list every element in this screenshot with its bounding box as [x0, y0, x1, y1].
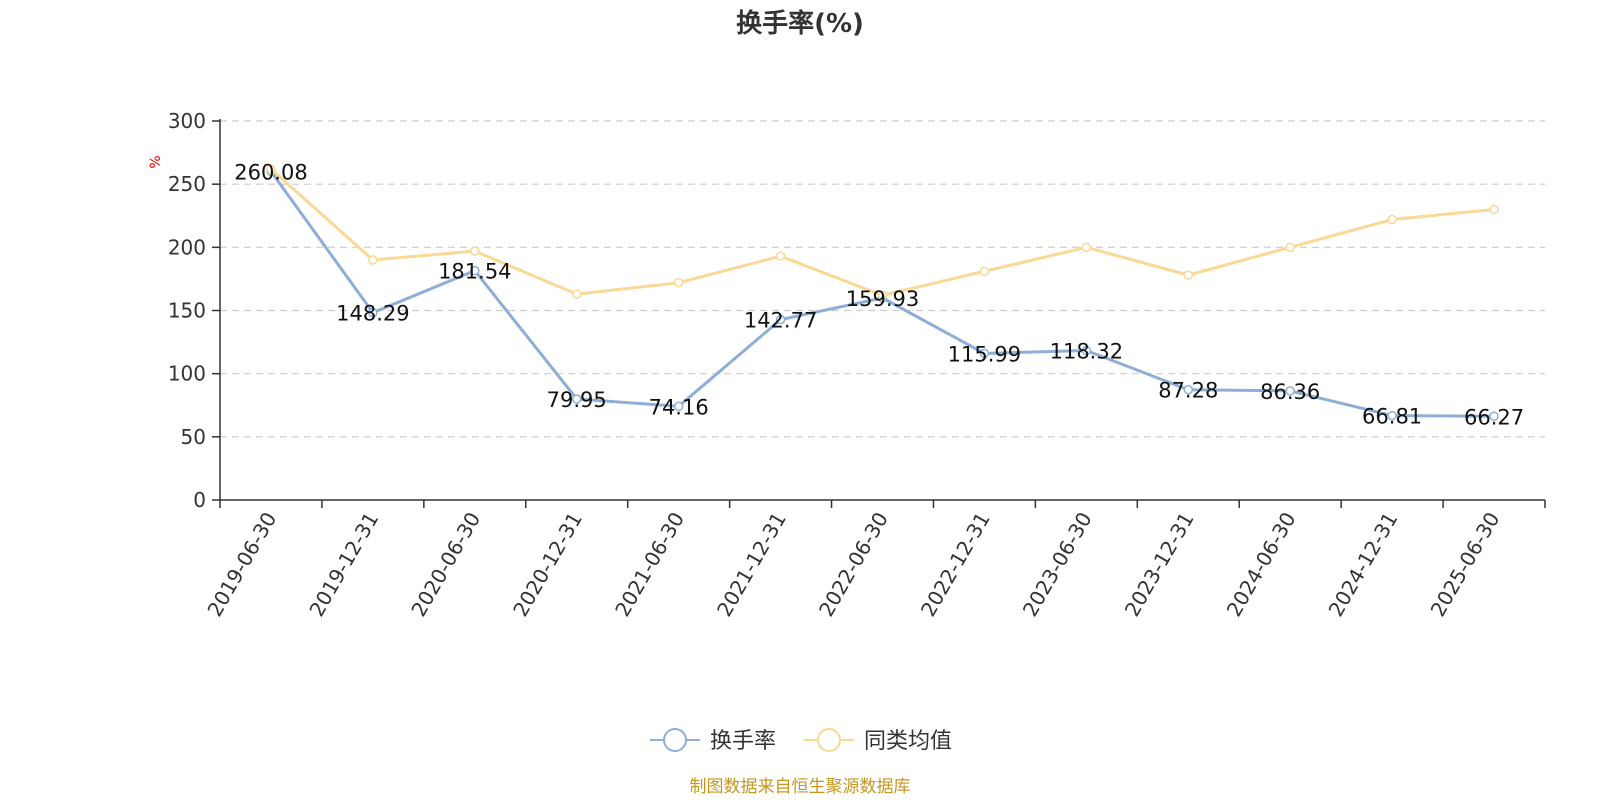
legend: 换手率 同类均值 — [650, 728, 952, 754]
data-point — [571, 289, 582, 299]
data-label: 66.27 — [1464, 405, 1524, 429]
gridlines — [220, 120, 1545, 438]
data-label: 79.95 — [547, 388, 607, 412]
axes: 0 50 100 150 200 250 300 2019-06-30 2019-12-31 20… — [168, 109, 1546, 621]
x-tick-label: 2022-06-30 — [814, 508, 893, 621]
legend-swatch-marker — [663, 728, 687, 752]
data-point — [877, 290, 888, 301]
data-point — [1183, 384, 1194, 395]
legend-swatch-marker — [817, 728, 841, 752]
data-point — [775, 251, 786, 261]
y-tick-label: 300 — [168, 109, 206, 133]
data-label: 115.99 — [948, 342, 1021, 366]
y-tick-label: 50 — [181, 425, 206, 449]
data-point — [368, 307, 378, 318]
y-tick-label: 0 — [193, 488, 206, 512]
legend-label: 同类均值 — [864, 729, 952, 754]
y-tick-label: 250 — [168, 172, 206, 196]
data-label: 159.93 — [846, 287, 919, 311]
x-tick-label: 2020-12-31 — [508, 508, 587, 621]
data-point — [1183, 270, 1194, 280]
chart-title: 换手率(%) — [736, 8, 864, 39]
data-label: 87.28 — [1158, 379, 1218, 403]
y-axis-unit-label: % — [148, 155, 164, 168]
data-point — [1489, 411, 1499, 422]
data-point — [1285, 242, 1295, 253]
x-tick-label: 2021-06-30 — [610, 508, 689, 621]
data-point — [673, 277, 684, 288]
x-tick-label: 2021-12-31 — [712, 508, 791, 621]
data-label: 118.32 — [1050, 340, 1123, 364]
legend-label: 换手率 — [710, 729, 776, 754]
y-tick-label: 150 — [168, 299, 206, 323]
x-tick-label: 2019-12-31 — [304, 508, 383, 621]
x-tick-label: 2024-12-31 — [1324, 508, 1403, 621]
data-point — [266, 164, 276, 174]
x-tick-label: 2020-06-30 — [406, 508, 485, 621]
data-label: 142.77 — [744, 309, 817, 333]
data-point — [368, 255, 378, 265]
data-label: 148.29 — [336, 302, 409, 326]
data-point — [775, 314, 786, 325]
data-label: 66.81 — [1362, 405, 1422, 429]
data-point — [470, 246, 480, 256]
series-lines — [266, 164, 1499, 422]
data-labels: 260.08 148.29 181.54 79.95 74.16 142.77 159.93… — [234, 160, 1524, 429]
data-label: 181.54 — [438, 260, 511, 284]
data-label: 86.36 — [1260, 380, 1320, 404]
x-tick-label: 2019-06-30 — [202, 508, 281, 621]
x-tick-label: 2022-12-31 — [916, 508, 995, 621]
data-point — [1387, 410, 1397, 421]
x-tick-label: 2025-06-30 — [1426, 508, 1505, 621]
data-label: 74.16 — [649, 395, 709, 419]
x-tick-label: 2023-06-30 — [1018, 508, 1097, 621]
x-tick-label: 2024-06-30 — [1222, 508, 1301, 621]
source-note: 制图数据来自恒生聚源数据库 — [690, 777, 911, 797]
data-point — [673, 401, 684, 412]
y-tick-label: 100 — [168, 362, 206, 386]
data-point — [1081, 242, 1092, 253]
data-point — [470, 265, 480, 276]
data-point — [1081, 345, 1092, 356]
data-point — [1489, 204, 1499, 215]
data-point — [571, 394, 582, 404]
data-label: 260.08 — [234, 160, 307, 184]
data-point — [979, 266, 990, 277]
x-tick-label: 2023-12-31 — [1120, 508, 1199, 621]
y-tick-label: 200 — [168, 235, 206, 259]
data-point — [1285, 386, 1295, 396]
data-point — [979, 348, 990, 359]
data-point — [1387, 214, 1397, 225]
